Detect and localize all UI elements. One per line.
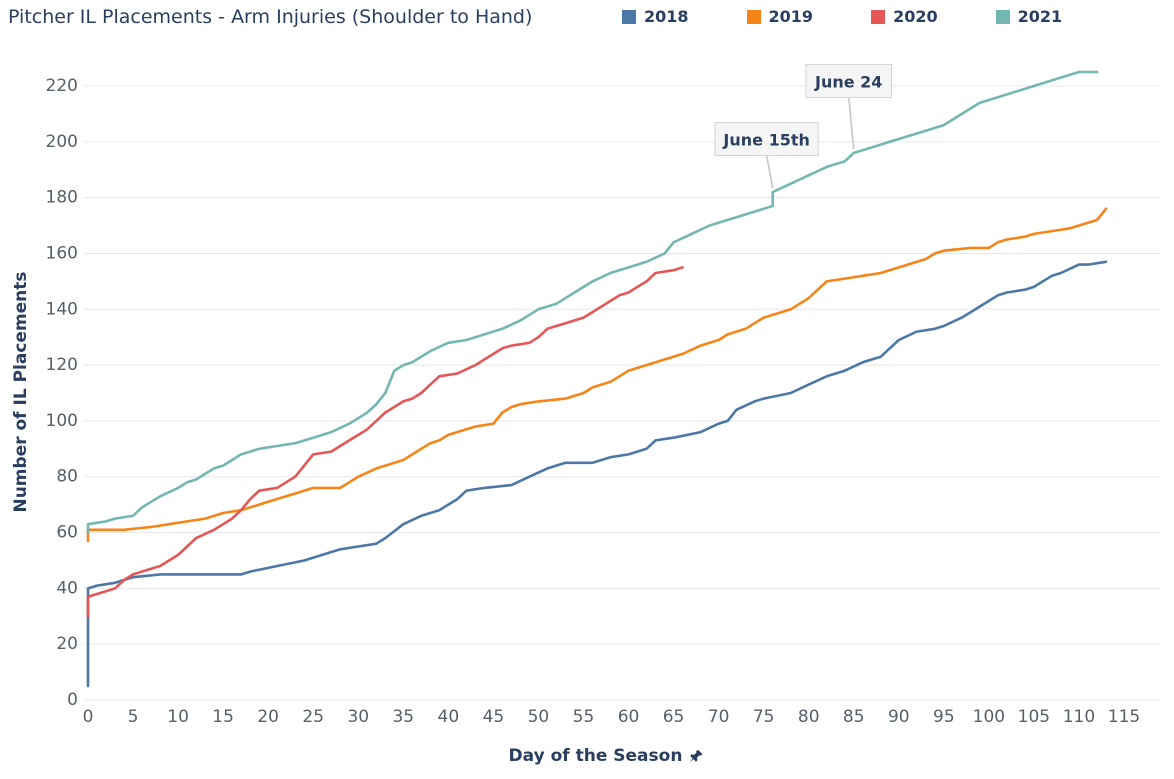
y-axis-title: Number of IL Placements	[11, 271, 31, 513]
x-tick-label: 80	[798, 707, 820, 727]
x-tick-label: 25	[302, 707, 324, 727]
y-tick-label: 160	[46, 243, 78, 263]
y-tick-label: 140	[46, 299, 78, 319]
y-tick-label: 40	[56, 578, 78, 598]
legend-swatch-icon	[995, 9, 1010, 24]
x-tick-label: 110	[1063, 707, 1095, 727]
chart-title: Pitcher IL Placements - Arm Injuries (Sh…	[8, 6, 533, 28]
annotation-label: June 24	[814, 72, 882, 91]
y-tick-label: 200	[46, 132, 78, 152]
x-tick-label: 55	[573, 707, 595, 727]
annotation-box	[805, 63, 893, 98]
annotation-label: June 15th	[722, 131, 809, 150]
x-tick-label: 90	[888, 707, 910, 727]
x-tick-label: 105	[1018, 707, 1050, 727]
x-tick-label: 95	[933, 707, 955, 727]
x-tick-label: 0	[83, 707, 94, 727]
y-tick-label: 80	[56, 467, 78, 487]
legend-swatch-icon	[746, 9, 761, 24]
legend-item-2020[interactable]: 2020	[871, 7, 938, 26]
x-tick-label: 15	[212, 707, 234, 727]
x-axis-title-text: Day of the Season	[508, 746, 683, 766]
series-line-2019	[86, 207, 1108, 543]
x-axis-title: Day of the Season	[509, 746, 704, 766]
legend-label: 2019	[768, 7, 814, 26]
annotation-connector	[765, 155, 774, 189]
x-tick-label: 65	[663, 707, 685, 727]
legend-item-2021[interactable]: 2021	[995, 7, 1063, 26]
series-line-2020	[86, 266, 684, 618]
x-tick-label: 20	[257, 707, 279, 727]
legend-swatch-icon	[871, 9, 886, 24]
y-tick-label: 180	[46, 188, 78, 208]
pin-icon	[689, 749, 703, 763]
series-line-2021	[86, 70, 1099, 534]
x-tick-label: 30	[347, 707, 369, 727]
x-tick-label: 100	[973, 707, 1005, 727]
x-tick-label: 70	[708, 707, 730, 727]
x-tick-label: 10	[167, 707, 189, 727]
x-tick-label: 5	[128, 707, 139, 727]
legend: 2018 2019 2020 2021	[622, 7, 1062, 26]
x-tick-label: 50	[528, 707, 550, 727]
legend-item-2019[interactable]: 2019	[746, 7, 814, 26]
y-tick-label: 220	[46, 76, 78, 96]
legend-swatch-icon	[622, 9, 636, 24]
x-tick-label: 85	[843, 707, 865, 727]
annotation-box	[714, 122, 819, 157]
y-tick-label: 0	[67, 690, 78, 710]
y-tick-label: 100	[46, 411, 78, 431]
x-tick-label: 40	[438, 707, 460, 727]
x-tick-label: 75	[753, 707, 775, 727]
y-tick-label: 60	[56, 523, 78, 543]
annotation-connector	[847, 97, 855, 150]
legend-label: 2018	[644, 7, 689, 26]
y-tick-label: 20	[56, 634, 78, 654]
legend-label: 2020	[893, 7, 938, 26]
y-tick-label: 120	[46, 355, 78, 375]
series-line-2018	[86, 260, 1108, 688]
x-tick-label: 45	[483, 707, 505, 727]
legend-label: 2021	[1017, 7, 1063, 26]
x-tick-label: 115	[1108, 707, 1140, 727]
x-tick-label: 60	[618, 707, 640, 727]
x-tick-label: 35	[392, 707, 414, 727]
legend-item-2018[interactable]: 2018	[622, 7, 689, 26]
